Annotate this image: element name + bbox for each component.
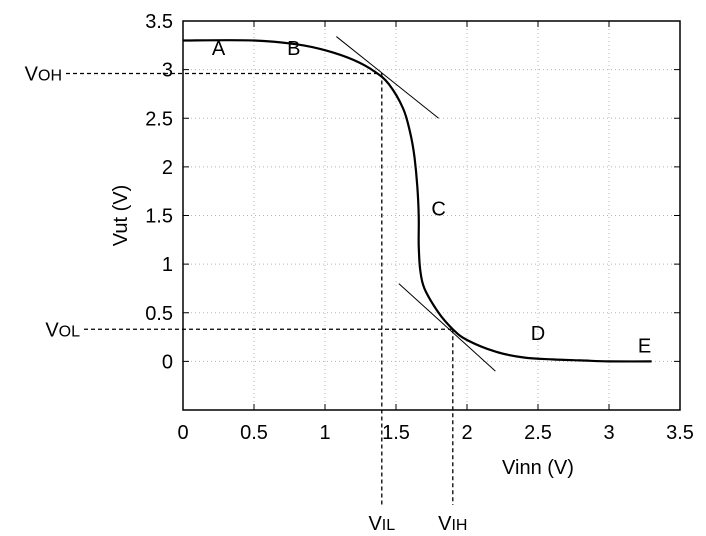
voh-label: VOH: [25, 64, 62, 86]
y-tick-label: 3: [162, 60, 173, 82]
y-tick-label: 2.5: [145, 108, 173, 130]
region-label-c: C: [431, 199, 445, 221]
x-tick-labels: 0 0.5 1 1.5 2 2.5 3 3.5: [177, 422, 693, 444]
y-tick-label: 2: [162, 157, 173, 179]
y-tick-label: 0.5: [145, 303, 173, 325]
x-tick-label: 2: [461, 422, 472, 444]
region-label-b: B: [287, 38, 300, 60]
y-tick-label: 3.5: [145, 11, 173, 33]
reference-lines: [66, 72, 454, 505]
tangent-lines: [336, 36, 496, 372]
vih-label: VIH: [438, 513, 467, 535]
x-tick-label: 0: [177, 422, 188, 444]
region-labels: A B C D E: [212, 38, 651, 358]
vil-label: VIL: [368, 513, 395, 535]
x-axis-label: Vinn (V): [502, 457, 574, 479]
y-tick-label: 1: [162, 254, 173, 276]
vol-label: VOL: [45, 319, 80, 341]
y-tick-label: 1.5: [145, 206, 173, 228]
marker-labels: VOH VOL VIL VIH: [25, 64, 468, 535]
region-label-d: D: [531, 323, 545, 345]
x-tick-label: 0.5: [240, 422, 268, 444]
x-tick-label: 1.5: [382, 422, 410, 444]
x-tick-label: 2.5: [524, 422, 552, 444]
tangent-line: [336, 36, 439, 119]
tangent-line: [398, 283, 496, 372]
region-label-a: A: [212, 38, 226, 60]
axes: [182, 20, 681, 411]
x-tick-label: 3: [603, 422, 614, 444]
region-label-e: E: [638, 336, 651, 358]
y-tick-labels: 0 0.5 1 1.5 2 2.5 3 3.5: [145, 11, 173, 373]
y-tick-label: 0: [162, 351, 173, 373]
transfer-curve: [182, 39, 652, 363]
x-tick-label: 3.5: [666, 422, 694, 444]
x-tick-label: 1: [319, 422, 330, 444]
curve-layer: [182, 39, 652, 363]
y-axis-label: Vut (V): [110, 185, 132, 247]
